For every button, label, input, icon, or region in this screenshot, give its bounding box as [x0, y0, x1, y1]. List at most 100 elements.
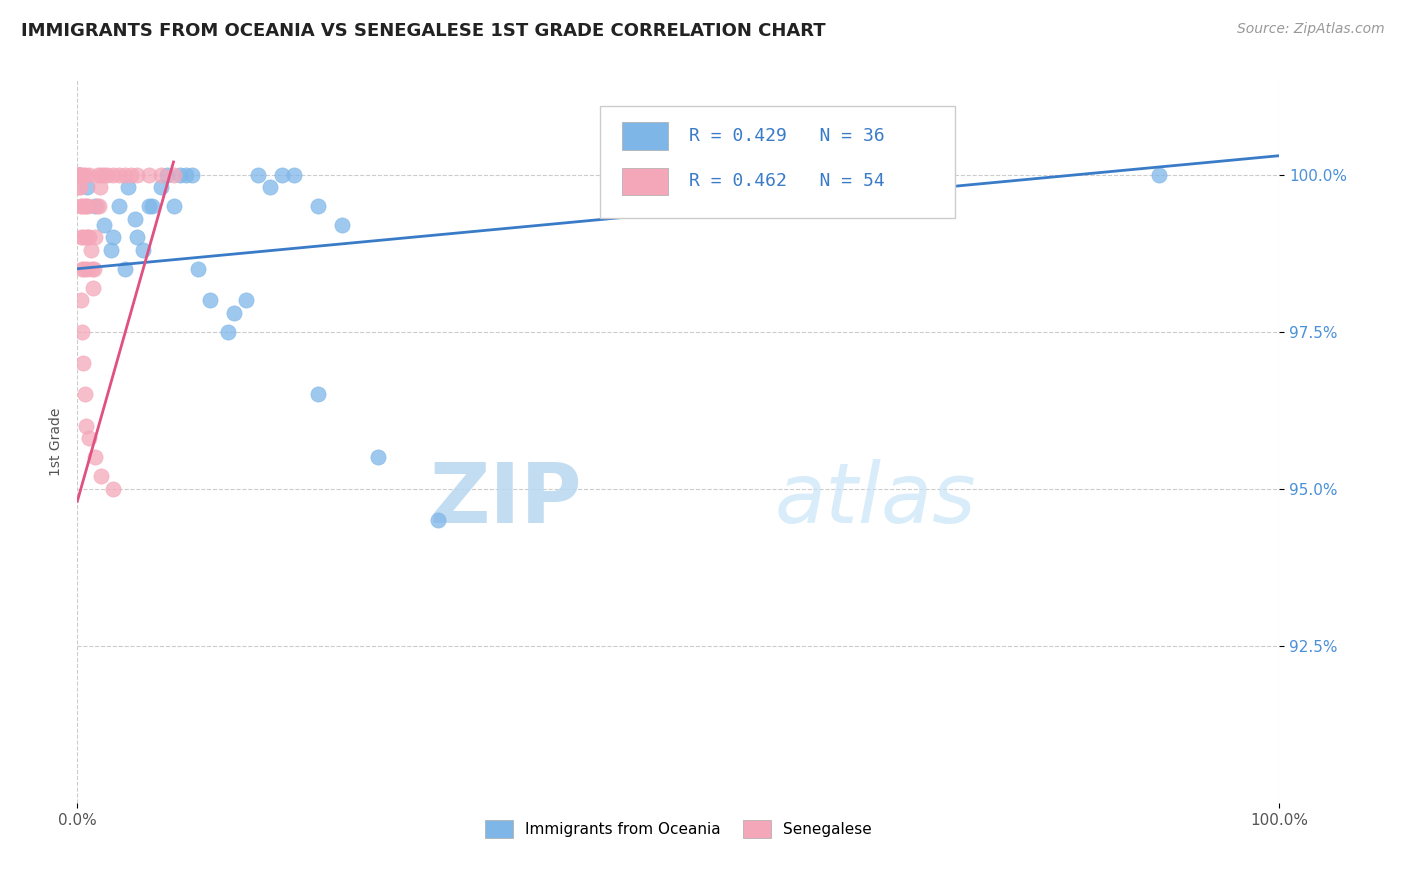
Point — [307, 387, 329, 401]
Point — [367, 450, 389, 465]
Point — [77, 199, 100, 213]
Point — [169, 168, 191, 182]
Point — [69, 168, 91, 182]
Point — [75, 168, 97, 182]
Point — [127, 168, 149, 182]
Point — [427, 513, 450, 527]
Point — [84, 450, 107, 465]
Point — [73, 199, 96, 213]
Point — [138, 168, 160, 182]
Point — [82, 280, 104, 294]
Point — [127, 230, 149, 244]
Point — [75, 199, 97, 213]
Point — [73, 387, 96, 401]
Point — [180, 168, 202, 182]
Point — [330, 218, 353, 232]
Point — [162, 168, 184, 182]
Point — [1149, 168, 1171, 182]
FancyBboxPatch shape — [600, 105, 955, 218]
Point — [114, 168, 136, 182]
Point — [103, 230, 125, 244]
Bar — [621, 122, 668, 150]
Point — [77, 168, 100, 182]
Point — [86, 199, 108, 213]
Point — [141, 199, 163, 213]
Legend: Immigrants from Oceania, Senegalese: Immigrants from Oceania, Senegalese — [478, 813, 879, 846]
Point — [93, 168, 115, 182]
Point — [114, 261, 136, 276]
Point — [80, 261, 103, 276]
Point — [67, 168, 90, 182]
Point — [103, 482, 125, 496]
Point — [84, 199, 107, 213]
Point — [100, 243, 122, 257]
Point — [70, 199, 93, 213]
Text: IMMIGRANTS FROM OCEANIA VS SENEGALESE 1ST GRADE CORRELATION CHART: IMMIGRANTS FROM OCEANIA VS SENEGALESE 1S… — [21, 22, 825, 40]
Point — [235, 293, 257, 308]
Point — [217, 325, 239, 339]
Point — [87, 199, 110, 213]
Point — [70, 293, 93, 308]
Point — [150, 180, 173, 194]
Point — [69, 168, 91, 182]
Point — [103, 168, 125, 182]
Point — [150, 168, 173, 182]
Point — [89, 180, 111, 194]
Text: Source: ZipAtlas.com: Source: ZipAtlas.com — [1237, 22, 1385, 37]
Point — [186, 261, 209, 276]
Point — [132, 243, 155, 257]
Point — [76, 261, 98, 276]
Point — [67, 168, 90, 182]
Point — [79, 243, 101, 257]
Point — [174, 168, 197, 182]
Point — [108, 199, 131, 213]
Point — [198, 293, 221, 308]
Point — [75, 230, 97, 244]
Point — [70, 261, 93, 276]
Point — [270, 168, 292, 182]
Bar — [621, 168, 668, 195]
Point — [668, 168, 690, 182]
Point — [307, 199, 329, 213]
Point — [76, 230, 98, 244]
Point — [222, 306, 245, 320]
Point — [75, 418, 97, 433]
Point — [124, 211, 146, 226]
Point — [83, 261, 105, 276]
Point — [108, 168, 131, 182]
Point — [93, 218, 115, 232]
Point — [72, 168, 94, 182]
Point — [90, 469, 112, 483]
Point — [76, 180, 98, 194]
Text: R = 0.462   N = 54: R = 0.462 N = 54 — [689, 172, 884, 190]
Point — [156, 168, 179, 182]
Point — [67, 180, 90, 194]
Point — [79, 431, 101, 445]
Text: R = 0.429   N = 36: R = 0.429 N = 36 — [689, 127, 884, 145]
Point — [162, 199, 184, 213]
Point — [120, 168, 142, 182]
Point — [138, 199, 160, 213]
Point — [67, 168, 90, 182]
Point — [72, 230, 94, 244]
Point — [70, 325, 93, 339]
Point — [908, 168, 931, 182]
Point — [84, 230, 107, 244]
Text: atlas: atlas — [775, 458, 976, 540]
Point — [117, 180, 139, 194]
Point — [259, 180, 281, 194]
Point — [96, 168, 118, 182]
Point — [87, 168, 110, 182]
Point — [246, 168, 269, 182]
Point — [73, 261, 96, 276]
Point — [90, 168, 112, 182]
Point — [72, 356, 94, 370]
Point — [69, 199, 91, 213]
Point — [70, 230, 93, 244]
Point — [66, 168, 89, 182]
Point — [69, 180, 91, 194]
Point — [79, 230, 101, 244]
Point — [283, 168, 305, 182]
Y-axis label: 1st Grade: 1st Grade — [49, 408, 63, 475]
Text: ZIP: ZIP — [430, 458, 582, 540]
